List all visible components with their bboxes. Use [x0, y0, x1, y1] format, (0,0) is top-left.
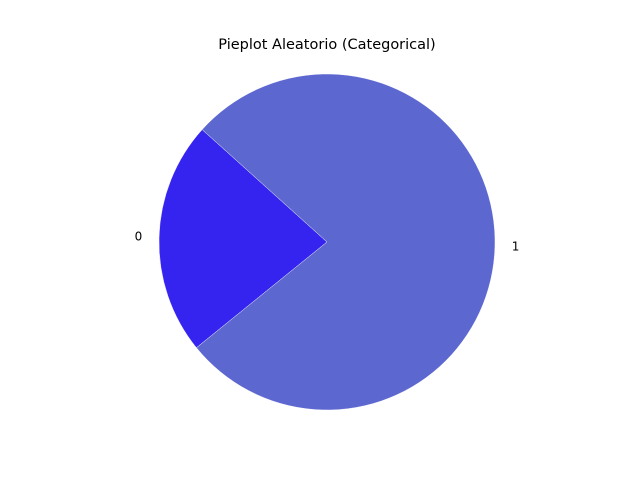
- slice-label-1: 1: [512, 239, 520, 253]
- chart-title: Pieplot Aleatorio (Categorical): [218, 37, 435, 53]
- pie-slice-1: [196, 73, 496, 411]
- pie-slices: [158, 73, 496, 411]
- slice-labels: 01: [135, 230, 520, 254]
- pie-slice-0: [158, 129, 328, 349]
- slice-label-0: 0: [135, 230, 143, 244]
